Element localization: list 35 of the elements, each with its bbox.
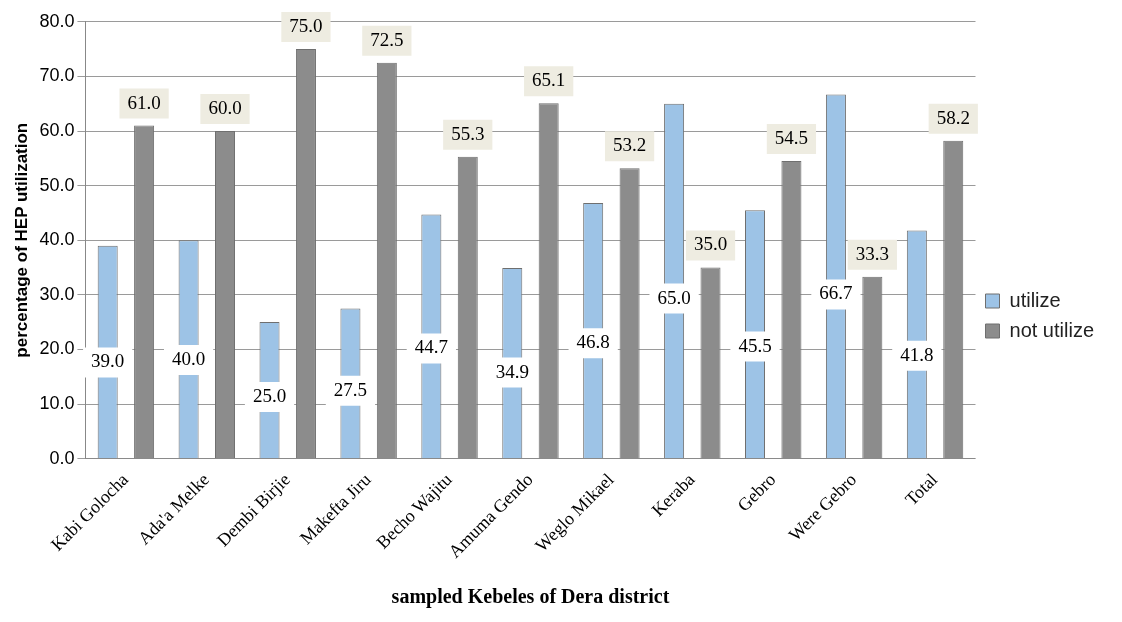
y-tick-label: 30.0 — [39, 283, 75, 304]
x-axis-title: sampled Kebeles of Dera district — [391, 585, 670, 609]
y-tick-label: 80.0 — [39, 10, 75, 31]
y-tick-label: 20.0 — [39, 338, 75, 359]
data-label: 55.3 — [451, 122, 485, 144]
data-label: 54.5 — [774, 127, 809, 149]
data-label: 44.7 — [414, 336, 448, 358]
data-label: 40.0 — [171, 348, 206, 370]
data-label: 53.2 — [612, 134, 647, 156]
data-label: 45.5 — [738, 334, 772, 356]
data-label: 35.0 — [693, 233, 728, 255]
y-tick-label: 10.0 — [39, 392, 75, 413]
y-tick-label: 40.0 — [39, 229, 75, 250]
legend-label: not utilize — [1009, 318, 1095, 341]
y-tick-label: 70.0 — [39, 65, 75, 86]
data-label: 58.2 — [936, 106, 970, 128]
data-label: 41.8 — [900, 343, 934, 365]
y-tick-label: 60.0 — [39, 119, 75, 140]
data-label: 60.0 — [208, 96, 242, 118]
data-label: 65.1 — [532, 69, 566, 91]
data-label: 72.5 — [370, 28, 404, 50]
data-label: 75.0 — [289, 15, 323, 37]
data-label: 65.0 — [657, 286, 691, 308]
data-label: 46.8 — [576, 331, 610, 353]
y-tick-label: 50.0 — [39, 174, 75, 195]
data-label: 33.3 — [855, 242, 889, 264]
y-axis-title: percentage of HEP utilization — [11, 122, 31, 358]
legend-label: utilize — [1009, 288, 1061, 311]
data-label: 34.9 — [495, 360, 529, 382]
data-label: 61.0 — [127, 91, 161, 113]
y-tick-label: 0.0 — [49, 447, 75, 468]
data-label: 27.5 — [333, 378, 368, 400]
data-label: 39.0 — [91, 350, 125, 372]
data-label: 25.0 — [252, 384, 287, 406]
data-label: 66.7 — [819, 282, 853, 304]
